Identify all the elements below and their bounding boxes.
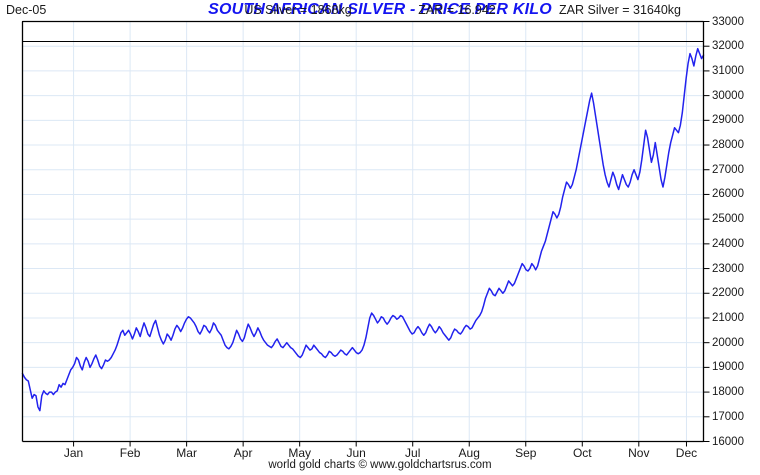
y-axis-label: 31000 <box>712 64 744 77</box>
x-axis-label: Nov <box>628 446 650 460</box>
x-axis-label: Aug <box>458 446 480 460</box>
y-axis-label: 28000 <box>712 139 744 152</box>
y-axis-label: 17000 <box>712 410 744 423</box>
y-axis-label: 22000 <box>712 287 744 300</box>
x-axis-label: Feb <box>119 446 141 460</box>
info-date-label: Dec-05 <box>6 3 47 17</box>
x-axis-label: Sep <box>515 446 537 460</box>
footer-credit: world gold charts © www.goldchartsrus.co… <box>268 459 492 471</box>
info-zar-rate: ZAR = 16.942 <box>418 3 496 17</box>
y-axis-label: 23000 <box>712 262 744 275</box>
y-axis-label: 29000 <box>712 114 744 127</box>
x-axis-label: May <box>288 446 311 460</box>
y-axis-label: 21000 <box>712 311 744 324</box>
y-axis-label: 24000 <box>712 237 744 250</box>
x-axis-ticks <box>73 441 687 447</box>
y-axis-ticks <box>703 21 710 442</box>
x-axis-label: Oct <box>572 446 592 460</box>
info-us-silver: US Silver = 1868kg <box>244 3 352 17</box>
x-axis-label: Apr <box>233 446 253 460</box>
chart-title: SOUTH AFRICAN SILVER - PRICE PER KILO <box>208 1 552 18</box>
x-axis-label: Jul <box>405 446 421 460</box>
info-zar-silver: ZAR Silver = 31640kg <box>559 3 681 17</box>
y-axis-label: 20000 <box>712 336 744 349</box>
y-axis-label: 18000 <box>712 386 744 399</box>
plot-frame <box>21 20 705 443</box>
y-axis-label: 32000 <box>712 40 744 53</box>
y-axis-label: 33000 <box>712 15 744 28</box>
y-axis-label: 26000 <box>712 188 744 201</box>
y-axis-label: 27000 <box>712 163 744 176</box>
y-axis-label: 16000 <box>712 435 744 448</box>
x-axis-label: Mar <box>176 446 197 460</box>
grid-lines <box>22 21 704 442</box>
y-axis-label: 25000 <box>712 213 744 226</box>
price-line-series <box>21 47 705 412</box>
x-axis-label: Jun <box>346 446 366 460</box>
y-axis-label: 19000 <box>712 361 744 374</box>
x-axis-label: Jan <box>63 446 84 460</box>
x-axis-label: Dec <box>675 446 698 460</box>
y-axis-label: 30000 <box>712 89 744 102</box>
